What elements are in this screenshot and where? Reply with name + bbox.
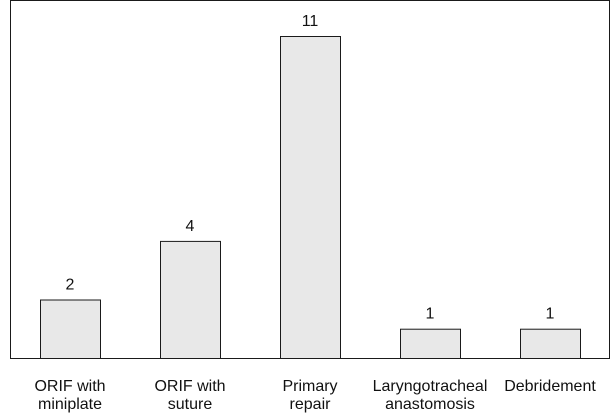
bar-value-label-2: 11 [302,13,319,30]
bar-value-label-4: 1 [546,306,555,323]
category-label-3: Laryngotracheal anastomosis [373,378,488,413]
category-label-line: suture [168,396,213,413]
bar-value-label-3: 1 [426,306,435,323]
bar-value-label-1: 4 [186,218,195,235]
bars-group [40,36,581,360]
category-label-0: ORIF with miniplate [34,378,105,413]
category-label-4: Debridement [504,378,596,395]
category-label-line: anastomosis [385,396,475,413]
category-label-line: repair [290,396,332,413]
bar-value-label-0: 2 [66,277,75,294]
category-label-line: Debridement [504,378,596,395]
category-label-line: ORIF with [34,378,105,395]
category-label-line: Laryngotracheal [373,378,488,395]
category-label-line: ORIF with [154,378,225,395]
category-label-2: Primary repair [282,378,337,413]
bar-3 [400,328,461,360]
bar-1 [160,240,221,359]
category-label-line: Primary [282,378,337,395]
category-label-1: ORIF with suture [154,378,225,413]
bar-4 [520,328,581,360]
bar-0 [40,299,101,359]
category-label-line: miniplate [38,396,102,413]
bar-2 [280,36,341,359]
